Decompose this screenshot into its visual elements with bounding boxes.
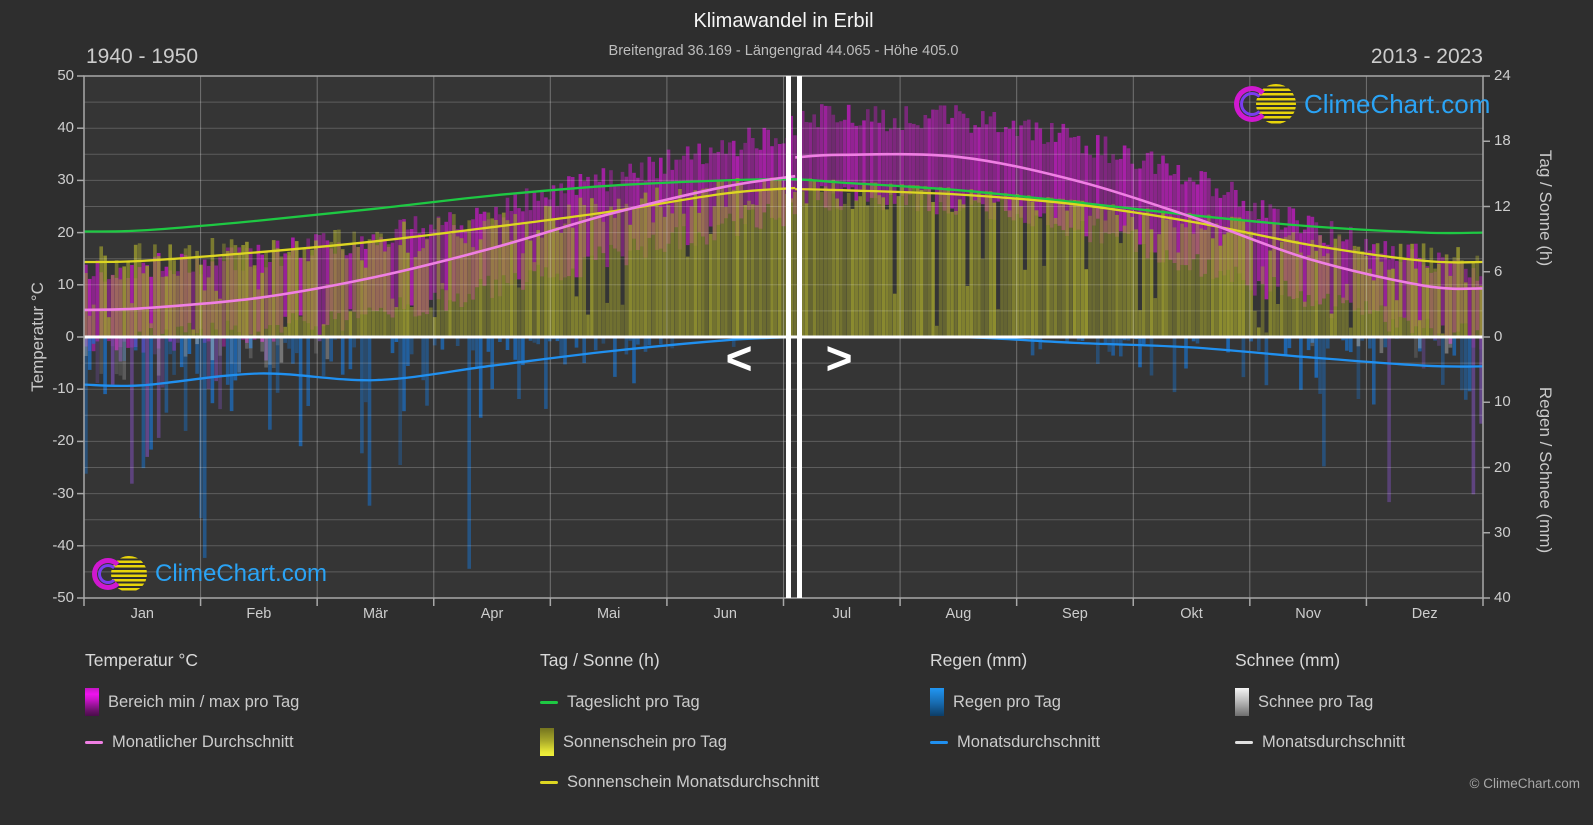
x-axis-month-label: Sep: [1062, 606, 1088, 622]
legend-label: Monatsdurchschnitt: [957, 732, 1101, 751]
page-title: Klimawandel in Erbil: [693, 10, 874, 32]
y-axis-tick-label: 20: [57, 223, 74, 241]
climechart-logo-top[interactable]: ClimeChart.com: [1234, 84, 1490, 124]
legend-sun: Tag / Sonne (h) Tageslicht pro Tag Sonne…: [540, 650, 819, 808]
legend-label: Sonnenschein Monatsdurchschnitt: [567, 772, 820, 791]
y-axis-tick-label: 30: [1494, 523, 1511, 541]
era-left-label: 1940 - 1950: [86, 45, 199, 68]
y-axis-tick-label: 0: [65, 328, 74, 345]
y-axis-tick-label: 0: [1494, 328, 1503, 345]
legend-snow-title: Schnee (mm): [1235, 650, 1341, 670]
legend-temperature: Temperatur °C Bereich min / max pro Tag …: [85, 650, 299, 768]
legend-item-snow-avg: Monatsdurchschnitt: [1235, 728, 1405, 756]
x-axis-month-label: Dez: [1411, 606, 1438, 622]
page-subtitle: Breitengrad 36.169 - Längengrad 44.065 -…: [608, 43, 959, 59]
logo-text: ClimeChart.com: [1304, 88, 1491, 119]
legend-item-temp-range: Bereich min / max pro Tag: [85, 688, 299, 716]
y-axis-tick-label: -40: [52, 536, 74, 554]
legend-snow: Schnee (mm) Schnee pro Tag Monatsdurchsc…: [1235, 650, 1405, 768]
x-axis-month-label: Mär: [362, 606, 388, 622]
x-axis-month-label: Apr: [480, 606, 504, 622]
daylight-line-swatch-icon: [540, 700, 558, 704]
legend-item-rain-avg: Monatsdurchschnitt: [930, 728, 1100, 756]
y-axis-tick-label: 40: [57, 119, 74, 137]
logo-ring-icon: [92, 558, 124, 590]
legend-label: Schnee pro Tag: [1258, 692, 1374, 711]
legend-label: Monatsdurchschnitt: [1262, 732, 1406, 751]
sunshine-swatch-icon: [540, 728, 554, 756]
y-axis-tick-label: 12: [1494, 197, 1511, 215]
y-axis-tick-label: 10: [1494, 393, 1511, 411]
y-axis-tick-label: 20: [1494, 458, 1511, 476]
legend-rain: Regen (mm) Regen pro Tag Monatsdurchschn…: [930, 650, 1100, 768]
legend-label: Bereich min / max pro Tag: [108, 692, 300, 711]
y-axis-tick-label: 10: [57, 275, 74, 293]
y-axis-right-rain-title: Regen / Schnee (mm): [1536, 386, 1555, 554]
x-axis-month-label: Aug: [945, 606, 972, 622]
legend-item-sunshine: Sonnenschein pro Tag: [540, 728, 819, 756]
chart-plot-area: [77, 75, 1490, 606]
legend-item-rain-daily: Regen pro Tag: [930, 688, 1100, 716]
legend-rain-title: Regen (mm): [930, 650, 1028, 670]
legend-label: Sonnenschein pro Tag: [563, 732, 727, 751]
rain-avg-line-swatch-icon: [930, 740, 948, 744]
legend-sun-title: Tag / Sonne (h): [540, 650, 660, 670]
chart-canvas: [77, 75, 1490, 606]
y-axis-tick-label: -20: [52, 432, 74, 450]
era-right-label: 2013 - 2023: [1370, 45, 1483, 68]
legend-temperature-title: Temperatur °C: [85, 650, 199, 670]
rain-swatch-icon: [930, 688, 944, 716]
legend-label: Tageslicht pro Tag: [567, 692, 700, 711]
legend-label: Monatlicher Durchschnitt: [112, 732, 294, 751]
y-axis-tick-label: 24: [1494, 67, 1511, 84]
snow-avg-line-swatch-icon: [1235, 740, 1253, 744]
x-axis-month-label: Okt: [1180, 606, 1203, 622]
y-axis-tick-label: -10: [52, 380, 74, 398]
climechart-logo-bottom[interactable]: ClimeChart.com: [92, 556, 327, 592]
y-axis-tick-label: 50: [57, 67, 74, 84]
y-axis-tick-label: 18: [1494, 132, 1511, 150]
legend-item-daylight: Tageslicht pro Tag: [540, 688, 819, 716]
x-axis-month-label: Jun: [713, 606, 737, 622]
copyright-note: © ClimeChart.com: [1469, 776, 1580, 791]
sunshine-avg-line-swatch-icon: [540, 780, 558, 784]
legend-label: Regen pro Tag: [953, 692, 1061, 711]
legend-item-temp-avg: Monatlicher Durchschnitt: [85, 728, 299, 756]
y-axis-tick-label: 40: [1494, 589, 1511, 606]
y-axis-tick-label: -30: [52, 484, 74, 502]
y-axis-tick-label: 30: [57, 171, 74, 189]
next-era-arrow[interactable]: >: [825, 332, 853, 384]
x-axis-month-label: Nov: [1295, 606, 1322, 622]
x-axis-month-label: Jan: [130, 606, 154, 622]
legend-item-snow-daily: Schnee pro Tag: [1235, 688, 1405, 716]
x-axis-month-label: Feb: [246, 606, 272, 622]
temp-range-swatch-icon: [85, 688, 99, 716]
logo-ring-icon: [1234, 86, 1270, 122]
logo-text: ClimeChart.com: [155, 560, 328, 587]
y-axis-right-sun-title: Tag / Sonne (h): [1536, 149, 1555, 267]
x-axis-month-label: Jul: [832, 606, 852, 622]
temp-avg-line-swatch-icon: [85, 740, 103, 744]
y-axis-tick-label: 6: [1494, 262, 1503, 280]
snow-swatch-icon: [1235, 688, 1249, 716]
era-divider-handle[interactable]: [786, 76, 802, 598]
y-axis-tick-label: -50: [52, 589, 74, 606]
prev-era-arrow[interactable]: <: [725, 332, 753, 384]
x-axis-month-label: Mai: [596, 606, 621, 622]
legend-item-sunshine-avg: Sonnenschein Monatsdurchschnitt: [540, 768, 819, 796]
